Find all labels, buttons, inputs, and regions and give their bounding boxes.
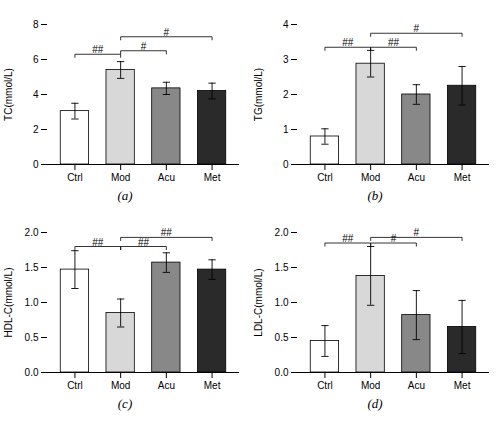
html-text:(d): (d) xyxy=(367,396,383,411)
svg-text:Mod: Mod xyxy=(361,380,380,391)
svg-text:1: 1 xyxy=(283,124,289,135)
svg-text:0: 0 xyxy=(33,159,39,170)
svg-text:0.5: 0.5 xyxy=(25,332,39,343)
svg-text:1.5: 1.5 xyxy=(25,262,39,273)
svg-text:Acu: Acu xyxy=(158,380,175,391)
svg-text:Met: Met xyxy=(204,172,221,183)
svg-text:##: ## xyxy=(342,37,354,48)
svg-text:#: # xyxy=(391,233,397,244)
svg-text:Mod: Mod xyxy=(111,172,130,183)
svg-text:Ctrl: Ctrl xyxy=(67,172,83,183)
svg-text:4: 4 xyxy=(33,89,39,100)
svg-text:##: ## xyxy=(92,44,104,55)
svg-text:#: # xyxy=(414,23,420,34)
svg-text:#: # xyxy=(141,41,147,52)
html-text:(c): (c) xyxy=(117,396,133,411)
svg-text:2.0: 2.0 xyxy=(275,227,289,238)
html-text:(b): (b) xyxy=(367,188,383,203)
svg-text:2: 2 xyxy=(33,124,39,135)
svg-text:##: ## xyxy=(342,233,354,244)
svg-text:0.0: 0.0 xyxy=(275,367,289,378)
svg-text:8: 8 xyxy=(33,19,39,30)
svg-text:2.0: 2.0 xyxy=(25,227,39,238)
svg-text:Met: Met xyxy=(454,172,471,183)
html-text:(a): (a) xyxy=(117,188,133,203)
svg-text:TC(mmol/L): TC(mmol/L) xyxy=(3,68,14,121)
svg-text:Acu: Acu xyxy=(158,172,175,183)
svg-text:Ctrl: Ctrl xyxy=(67,380,83,391)
svg-text:#: # xyxy=(414,227,420,238)
svg-text:1.0: 1.0 xyxy=(25,297,39,308)
svg-text:##: ## xyxy=(92,237,104,248)
svg-text:Acu: Acu xyxy=(408,380,425,391)
svg-text:Ctrl: Ctrl xyxy=(317,380,333,391)
svg-text:0.0: 0.0 xyxy=(25,367,39,378)
svg-text:1.5: 1.5 xyxy=(275,262,289,273)
svg-text:Met: Met xyxy=(454,380,471,391)
svg-text:TG(mmol/L): TG(mmol/L) xyxy=(253,68,264,121)
svg-text:HDL-C(mmol/L): HDL-C(mmol/L) xyxy=(3,268,14,338)
svg-text:3: 3 xyxy=(283,54,289,65)
svg-text:##: ## xyxy=(161,227,173,238)
svg-text:0: 0 xyxy=(283,159,289,170)
svg-text:Mod: Mod xyxy=(111,380,130,391)
svg-text:Mod: Mod xyxy=(361,172,380,183)
svg-text:Acu: Acu xyxy=(408,172,425,183)
svg-text:##: ## xyxy=(388,37,400,48)
svg-text:##: ## xyxy=(138,237,150,248)
svg-text:2: 2 xyxy=(283,89,289,100)
svg-text:6: 6 xyxy=(33,54,39,65)
svg-text:4: 4 xyxy=(283,19,289,30)
svg-text:1.0: 1.0 xyxy=(275,297,289,308)
svg-text:#: # xyxy=(164,27,170,38)
svg-text:Met: Met xyxy=(204,380,221,391)
svg-text:LDL-C(mmol/L): LDL-C(mmol/L) xyxy=(253,268,264,336)
svg-text:0.5: 0.5 xyxy=(275,332,289,343)
svg-text:Ctrl: Ctrl xyxy=(317,172,333,183)
